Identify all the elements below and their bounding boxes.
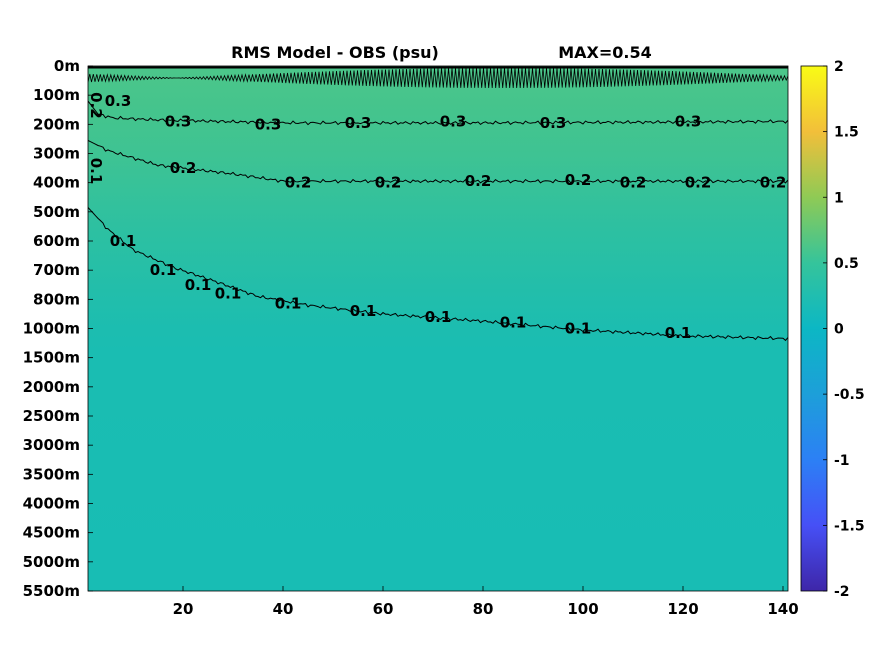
y-tick-label: 3000m [23,436,80,454]
x-tick-label: 80 [473,600,494,618]
contour-label: 0.2 [87,92,105,119]
colorbar-tick-label: 2 [834,59,844,75]
contour-label: 0.3 [165,112,192,130]
colorbar-tick-label: -2 [834,584,850,600]
contour-label: 0.1 [565,320,592,338]
colorbar-tick-label: 1 [834,190,844,206]
colorbar-tick-label: -1 [834,453,850,469]
contour-label: 0.1 [665,324,692,342]
contour-label: 0.3 [540,114,567,132]
y-tick-label: 3500m [23,465,80,483]
contour-label: 0.1 [275,295,302,313]
contour-label: 0.1 [215,285,242,303]
contour-label: 0.2 [465,172,492,190]
y-tick-label: 200m [33,115,80,133]
contour-line [88,207,788,342]
colorbar-tick-label: 0 [834,322,844,338]
contour-label: 0.2 [760,174,787,192]
contour-label: 0.1 [350,302,377,320]
colorbar-tick-label: -1.5 [834,518,865,534]
contour-line [88,100,788,126]
y-tick-label: 400m [33,174,80,192]
contour-label: 0.2 [565,171,592,189]
contour-label: 0.2 [170,159,197,177]
contour-label: 0.1 [110,232,137,250]
y-tick-label: 4500m [23,524,80,542]
y-tick-label: 700m [33,261,80,279]
colorbar: 2 1.5 1 0.5 0 -0.5 -1 -1.5 -2 [800,59,865,600]
contour-label: 0.3 [255,115,282,133]
x-tick-label: 40 [273,600,294,618]
contour-label: 0.1 [87,158,105,185]
y-tick-label: 1000m [23,320,80,338]
y-tick-label: 2000m [23,378,80,396]
contour-label: 0.2 [285,174,312,192]
x-tick-label: 120 [667,600,698,618]
y-tick-label: 300m [33,145,80,163]
contour-label: 0.3 [345,114,372,132]
y-tick-label: 0m [54,57,80,75]
contour-label: 0.3 [675,112,702,130]
y-tick-label: 800m [33,290,80,308]
y-tick-label: 1500m [23,349,80,367]
chart-title: RMS Model - OBS (psu) [231,43,439,62]
contour-label: 0.2 [620,174,647,192]
y-axis: 0m 100m 200m 300m 400m 500m 600m 700m 800m 1000m 1… [23,57,93,600]
y-tick-label: 100m [33,86,80,104]
x-tick-label: 100 [567,600,598,618]
contour-label: 0.3 [105,92,132,110]
contour-label: 0.3 [440,112,467,130]
x-tick-label: 140 [767,600,798,618]
y-tick-label: 500m [33,203,80,221]
x-axis: 20 40 60 80 100 120 140 [173,586,799,618]
contour-label: 0.1 [185,276,212,294]
colorbar-tick-label: 0.5 [834,256,859,272]
y-tick-label: 4000m [23,495,80,513]
contour-label: 0.2 [375,174,402,192]
contour-label: 0.1 [425,308,452,326]
y-tick-label: 600m [33,232,80,250]
field-background [88,66,788,591]
colorbar-tick-label: -0.5 [834,387,865,403]
contour-label: 0.1 [500,314,527,332]
y-tick-label: 2500m [23,407,80,425]
y-tick-label: 5500m [23,582,80,600]
contour-label: 0.2 [685,174,712,192]
contour-line [88,139,788,184]
colorbar-tick-label: 1.5 [834,125,859,141]
max-label: MAX=0.54 [558,43,652,62]
y-tick-label: 5000m [23,553,80,571]
x-tick-label: 20 [173,600,194,618]
plot-area: 0.30.3 0.3 0.3 0.3 0.3 0.30.20.2 0.2 0.2 0.2 0.2 0… [87,65,789,592]
x-tick-label: 60 [373,600,394,618]
contour-label: 0.1 [150,261,177,279]
